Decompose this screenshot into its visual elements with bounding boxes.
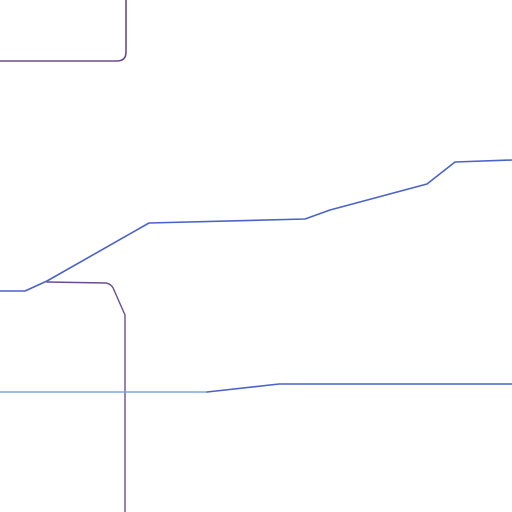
route-middle-blue[interactable] (0, 159, 512, 292)
route-vertical-purple[interactable] (46, 281, 126, 512)
route-lower-blue[interactable] (206, 383, 512, 393)
route-top-left[interactable] (0, 0, 127, 62)
